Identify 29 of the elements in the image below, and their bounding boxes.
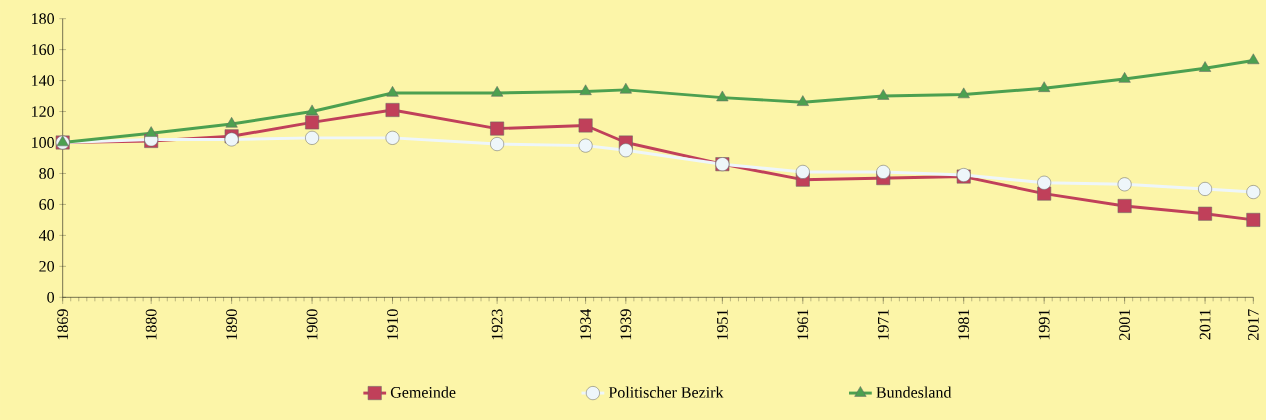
y-tick-label: 120 bbox=[32, 106, 55, 117]
y-tick-label: 20 bbox=[39, 260, 55, 272]
y-tick-label: 80 bbox=[39, 168, 55, 179]
x-tick-label: 1910 bbox=[387, 309, 398, 340]
x-tick-label: 1981 bbox=[958, 309, 970, 340]
y-tick-label: 0 bbox=[47, 291, 55, 303]
x-tick-label: 1939 bbox=[620, 309, 632, 340]
y-tick-label: 160 bbox=[32, 44, 55, 56]
x-tick-label: 2017 bbox=[1247, 309, 1259, 340]
x-tick-label: 1961 bbox=[797, 309, 809, 340]
legend-label: Gemeinde bbox=[390, 386, 456, 398]
y-tick-label: 180 bbox=[32, 13, 55, 25]
legend-label: Bundesland bbox=[876, 386, 952, 398]
x-tick-label: 1869 bbox=[57, 309, 69, 340]
x-tick-label: 2011 bbox=[1199, 309, 1211, 340]
y-tick-label: 100 bbox=[32, 137, 55, 148]
x-tick-label: 1880 bbox=[145, 309, 157, 340]
x-tick-label: 1890 bbox=[226, 309, 238, 340]
x-tick-label: 2001 bbox=[1119, 309, 1130, 340]
y-tick-label: 40 bbox=[38, 229, 55, 241]
y-tick-label: 140 bbox=[32, 75, 55, 86]
legend-label: Politischer Bezirk bbox=[608, 386, 724, 398]
x-tick-label: 1951 bbox=[716, 309, 728, 340]
x-tick-label: 1971 bbox=[877, 309, 889, 340]
x-tick-label: 1923 bbox=[491, 309, 503, 340]
x-tick-label: 1934 bbox=[580, 308, 591, 340]
y-tick-label: 60 bbox=[39, 199, 55, 210]
x-tick-label: 1900 bbox=[306, 309, 318, 340]
x-tick-label: 1991 bbox=[1038, 309, 1050, 340]
